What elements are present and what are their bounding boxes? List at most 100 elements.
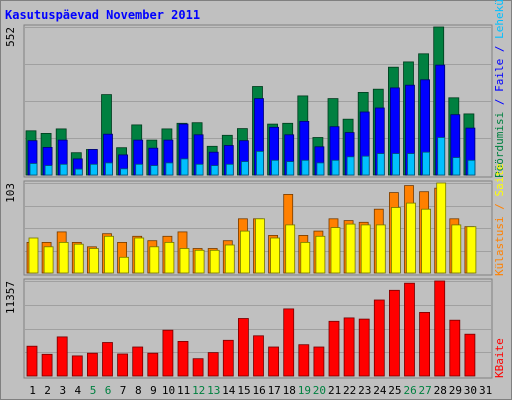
- bar-sites-day-15: [239, 230, 250, 274]
- bar-sites-day-27: [421, 208, 432, 274]
- bar-sites-day-20: [315, 235, 326, 274]
- bar-sites-day-6: [104, 235, 114, 274]
- bar-sites-day-26: [406, 202, 416, 274]
- bar-kbytes-day-16: [253, 335, 264, 377]
- x-tick-label-day-31: 31: [479, 384, 492, 397]
- bar-pages-day-25: [391, 153, 400, 176]
- bar-sites-day-28: [436, 182, 447, 274]
- right-legend-bottom: KBaite: [493, 338, 506, 378]
- x-tick-label-day-26: 26: [403, 384, 416, 397]
- bar-pages-day-12: [195, 163, 204, 176]
- bar-pages-day-14: [225, 163, 234, 176]
- bar-pages-day-20: [316, 162, 325, 176]
- legend-text-middle-1: /: [493, 197, 506, 217]
- bar-pages-day-7: [120, 168, 128, 176]
- right-legend-top: Pöördumisi / Faile / Lehekülgi: [493, 0, 506, 178]
- bar-kbytes-day-28: [434, 280, 446, 377]
- bar-pages-day-10: [165, 162, 174, 176]
- bar-kbytes-day-29: [449, 319, 461, 377]
- bar-pages-day-2: [44, 165, 53, 176]
- series-files: [27, 64, 476, 176]
- bar-pages-day-30: [467, 159, 476, 176]
- bar-sites-day-2: [43, 246, 54, 274]
- x-tick-label-day-29: 29: [449, 384, 462, 397]
- series-pages: [29, 137, 476, 176]
- x-tick-label-day-1: 1: [29, 384, 36, 397]
- bar-sites-day-10: [164, 241, 175, 274]
- x-tick-label-day-25: 25: [388, 384, 401, 397]
- x-tick-label-day-4: 4: [74, 384, 81, 397]
- bar-pages-day-29: [452, 157, 461, 176]
- bar-kbytes-day-21: [328, 320, 340, 377]
- x-tick-label-day-8: 8: [135, 384, 142, 397]
- panel-visits-sites: 103: [4, 180, 493, 276]
- bar-sites-day-19: [300, 241, 311, 274]
- bar-sites-day-7: [119, 256, 129, 274]
- x-tick-label-day-10: 10: [162, 384, 175, 397]
- x-tick-label-day-19: 19: [298, 384, 311, 397]
- bar-pages-day-26: [407, 153, 415, 176]
- legend-text-top-1: /: [493, 92, 506, 112]
- bar-pages-day-23: [361, 155, 370, 176]
- bar-kbytes-day-15: [237, 318, 249, 377]
- bar-kbytes-day-4: [71, 355, 83, 377]
- x-tick-label-day-22: 22: [343, 384, 356, 397]
- y-axis-max-label: 11357: [4, 281, 17, 314]
- x-tick-label-day-24: 24: [373, 384, 387, 397]
- bar-kbytes-day-26: [404, 282, 415, 377]
- bar-sites-day-18: [285, 224, 296, 274]
- bar-pages-day-19: [301, 159, 310, 176]
- x-tick-label-day-5: 5: [90, 384, 97, 397]
- bar-pages-day-22: [346, 156, 355, 176]
- bar-sites-day-13: [209, 249, 220, 274]
- panel-kbytes: 11357: [4, 278, 493, 379]
- bar-kbytes-day-12: [192, 358, 204, 377]
- bar-kbytes-day-17: [268, 346, 280, 377]
- bar-sites-day-5: [89, 248, 99, 274]
- x-tick-label-day-18: 18: [283, 384, 296, 397]
- chart-panels: 552 103 11357: [4, 24, 493, 379]
- bar-sites-day-17: [270, 237, 281, 274]
- bar-pages-day-6: [105, 162, 113, 176]
- bar-pages-day-13: [210, 165, 219, 176]
- bar-sites-day-23: [360, 224, 371, 274]
- bar-kbytes-day-30: [464, 333, 476, 377]
- bar-sites-day-21: [330, 227, 341, 274]
- bar-pages-day-18: [286, 161, 295, 176]
- bar-kbytes-day-25: [388, 289, 400, 377]
- x-tick-label-day-21: 21: [328, 384, 341, 397]
- bar-kbytes-day-18: [283, 308, 295, 377]
- bar-sites-day-1: [28, 237, 39, 274]
- legend-text-middle-2: Saite: [493, 163, 506, 196]
- bar-kbytes-day-9: [147, 352, 159, 377]
- x-tick-label-day-2: 2: [44, 384, 51, 397]
- bar-sites-day-25: [390, 207, 401, 274]
- bar-pages-day-8: [135, 163, 144, 176]
- bar-kbytes-day-7: [117, 353, 128, 377]
- bar-pages-day-15: [240, 161, 249, 176]
- bar-pages-day-1: [29, 163, 38, 176]
- bar-sites-day-22: [345, 223, 356, 274]
- x-tick-label-day-11: 11: [177, 384, 190, 397]
- legend-text-top-0: Pöördumisi: [493, 112, 506, 178]
- bar-sites-day-4: [73, 243, 84, 274]
- legend-text-bottom-0: KBaite: [493, 338, 506, 378]
- x-tick-label-day-16: 16: [252, 384, 265, 397]
- x-tick-label-day-3: 3: [59, 384, 66, 397]
- bar-pages-day-28: [437, 137, 446, 176]
- bar-kbytes-day-27: [419, 311, 431, 377]
- bar-sites-day-24: [375, 224, 386, 274]
- x-tick-label-day-27: 27: [418, 384, 431, 397]
- bar-pages-day-11: [180, 158, 189, 176]
- bar-sites-day-29: [451, 224, 462, 274]
- bar-sites-day-9: [149, 246, 160, 274]
- legend-text-top-2: Faile: [493, 59, 506, 92]
- panel-hits-files-pages: 552: [4, 24, 493, 178]
- right-legend-labels: Pöördumisi / Faile / LehekülgiKülastusi …: [493, 0, 506, 378]
- bar-kbytes-day-3: [56, 336, 68, 377]
- bar-pages-day-17: [271, 159, 280, 176]
- bar-sites-day-12: [194, 249, 205, 274]
- x-tick-label-day-15: 15: [237, 384, 250, 397]
